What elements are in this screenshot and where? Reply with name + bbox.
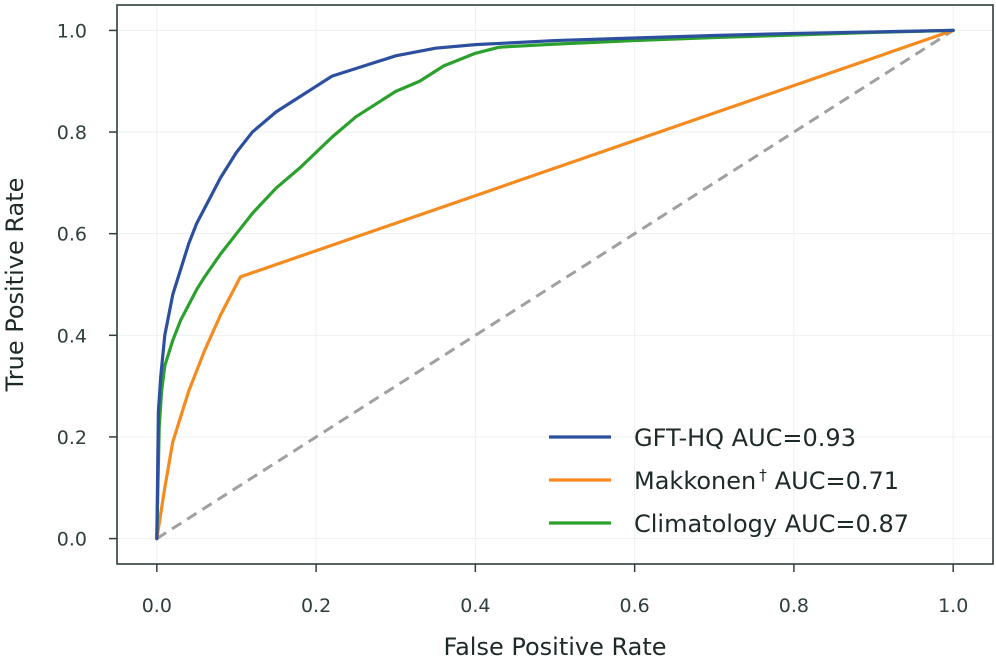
series-line-gft-hq xyxy=(155,28,955,541)
x-tick-label-5: 1.0 xyxy=(938,595,968,617)
legend-label-gft-hq: GFT-HQ AUC=0.93 xyxy=(634,424,856,452)
x-axis-label: False Positive Rate xyxy=(443,633,666,661)
legend-label-climatology: Climatology AUC=0.87 xyxy=(634,510,909,538)
x-tick-label-3: 0.6 xyxy=(620,595,650,617)
legend-auc-gft-hq: AUC=0.93 xyxy=(724,424,856,452)
series-line-makkonen xyxy=(155,28,955,541)
y-tick-label-5: 1.0 xyxy=(57,20,87,42)
x-tick-label-4: 0.8 xyxy=(779,595,809,617)
series-line-chance xyxy=(156,29,954,540)
legend-superscript-makkonen: † xyxy=(759,466,767,484)
legend-series-name-makkonen: Makkonen xyxy=(634,467,756,495)
axis-ticks: 0.0 0.2 0.4 0.6 0.8 1.0 0.0 0.2 0.4 0.6 0.8 1.0 xyxy=(57,20,969,617)
legend: GFT-HQ AUC=0.93 Makkonen † AUC=0.71 Climatol… xyxy=(549,424,909,538)
y-axis-label: True Positive Rate xyxy=(1,178,29,393)
plot-frame xyxy=(116,4,994,565)
x-tick-label-2: 0.4 xyxy=(460,595,490,617)
y-tick-label-0: 0.0 xyxy=(57,529,87,551)
y-tick-label-3: 0.6 xyxy=(57,224,87,246)
legend-auc-climatology: AUC=0.87 xyxy=(777,510,909,538)
x-tick-label-0: 0.0 xyxy=(142,595,172,617)
series-lines xyxy=(155,28,955,541)
grid xyxy=(117,5,993,564)
y-tick-label-4: 0.8 xyxy=(57,122,87,144)
legend-series-name-climatology: Climatology xyxy=(634,510,777,538)
legend-auc-makkonen: AUC=0.71 xyxy=(775,467,899,495)
series-line-climatology xyxy=(155,28,955,541)
legend-series-name-gft-hq: GFT-HQ xyxy=(634,424,724,452)
x-tick-label-1: 0.2 xyxy=(301,595,331,617)
legend-label-makkonen: Makkonen † AUC=0.71 xyxy=(634,466,899,495)
y-tick-label-1: 0.2 xyxy=(57,427,87,449)
y-tick-label-2: 0.4 xyxy=(57,325,87,347)
